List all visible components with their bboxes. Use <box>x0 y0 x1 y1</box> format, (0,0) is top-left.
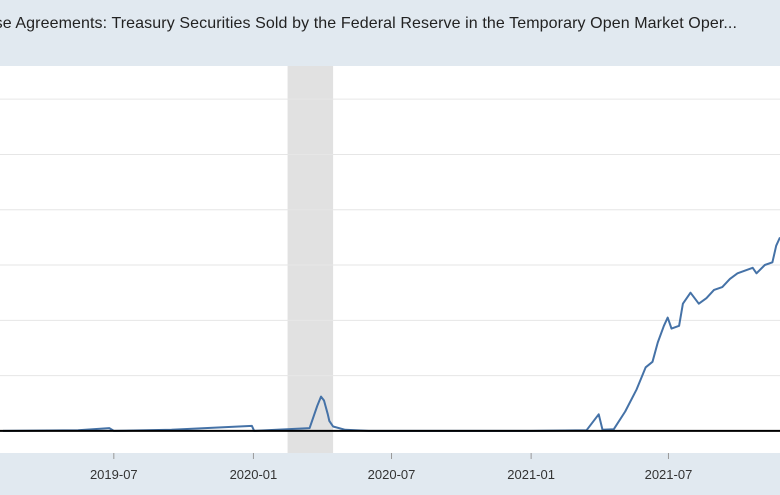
chart-title: ...ase Agreements: Treasury Securities S… <box>0 15 738 32</box>
x-tick-label: 2019-07 <box>90 467 138 482</box>
x-axis-band <box>0 453 780 495</box>
x-tick-label: 2020-01 <box>230 467 278 482</box>
x-axis-ticks <box>113 453 669 459</box>
series-line <box>2 236 780 432</box>
chart-title-bar: ...ase Agreements: Treasury Securities S… <box>0 0 780 66</box>
x-tick-label: 2021-01 <box>507 467 555 482</box>
x-axis-labels: 2019-07 2020-01 2020-07 2021-01 2021-07 <box>90 467 692 482</box>
series-layer <box>2 236 780 432</box>
x-tick-label: 2021-07 <box>645 467 693 482</box>
plot-area <box>0 66 780 453</box>
recession-shading-layer <box>287 66 334 453</box>
recession-shade <box>287 66 334 453</box>
x-tick-label: 2020-07 <box>368 467 416 482</box>
gridlines <box>0 98 780 377</box>
